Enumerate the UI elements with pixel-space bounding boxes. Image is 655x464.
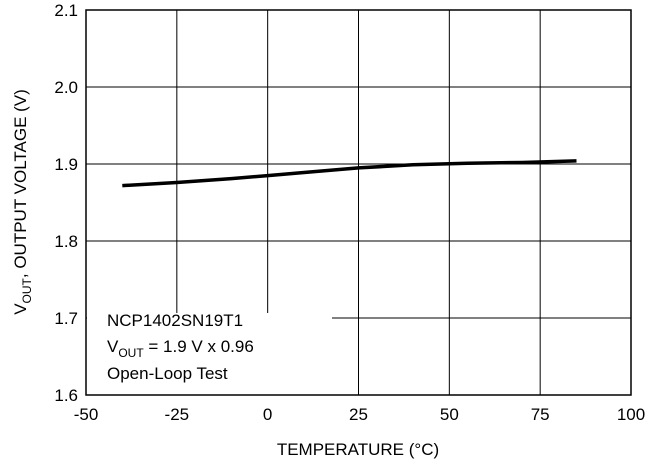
y-axis-label: VOUT, OUTPUT VOLTAGE (V) [11, 89, 34, 315]
y-tick-label: 1.9 [54, 155, 78, 174]
y-tick-label: 1.7 [54, 309, 78, 328]
x-tick-label: 75 [531, 405, 550, 424]
series-layer [122, 159, 577, 188]
x-tick-label: -50 [74, 405, 99, 424]
legend-line-2-rest: = 1.9 V x 0.96 [144, 337, 254, 356]
x-tick-label: 50 [440, 405, 459, 424]
legend-mask [87, 313, 332, 395]
legend-line-3: Open-Loop Test [107, 364, 228, 383]
x-tick-label: 100 [617, 405, 645, 424]
y-axis-label-main: V [11, 303, 30, 315]
legend-line-2-main: V [107, 337, 119, 356]
legend-line-2: VOUT = 1.9 V x 0.96 [107, 337, 254, 360]
legend-line-1: NCP1402SN19T1 [107, 311, 243, 330]
y-tick-label: 1.8 [54, 232, 78, 251]
x-axis-label: TEMPERATURE (°C) [277, 440, 439, 459]
y-axis-label-rest: , OUTPUT VOLTAGE (V) [11, 89, 30, 278]
y-tick-label: 1.6 [54, 386, 78, 405]
y-tick-label: 2.1 [54, 1, 78, 20]
tick-labels: -50 -25 0 25 50 75 100 1.6 1.7 1.8 1.9 2.0 2.1 [54, 1, 645, 424]
x-tick-label: -25 [165, 405, 190, 424]
x-tick-label: 0 [263, 405, 272, 424]
series-line [122, 159, 577, 188]
legend-line-2-sub: OUT [118, 346, 144, 360]
y-axis-label-sub: OUT [20, 277, 34, 303]
x-tick-label: 25 [349, 405, 368, 424]
y-tick-label: 2.0 [54, 78, 78, 97]
plot-border [85, 9, 632, 396]
